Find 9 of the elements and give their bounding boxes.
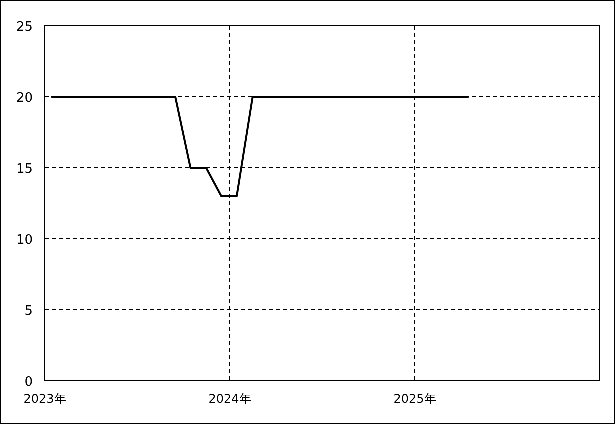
y-tick-label: 0 <box>24 375 33 390</box>
x-tick-label: 2023年 <box>24 392 66 406</box>
x-tick-label: 2025年 <box>394 392 436 406</box>
y-tick-label: 15 <box>16 162 33 177</box>
y-tick-label: 5 <box>24 304 33 319</box>
y-tick-label: 20 <box>16 91 33 106</box>
y-tick-label: 25 <box>16 20 33 35</box>
x-tick-label: 2024年 <box>208 392 252 406</box>
y-tick-label: 10 <box>16 233 33 248</box>
